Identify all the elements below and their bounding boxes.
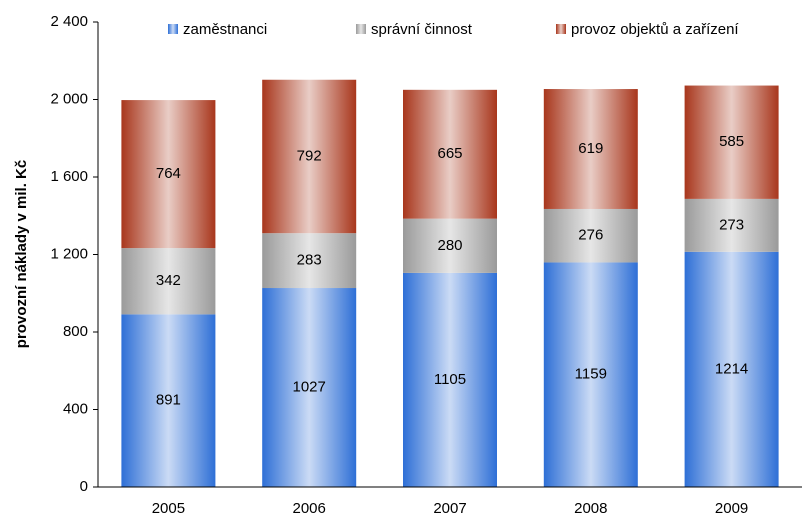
- y-tick-label: 800: [63, 323, 88, 340]
- x-tick-label: 2007: [433, 500, 466, 517]
- data-label: 1027: [293, 378, 326, 395]
- data-label: 764: [156, 165, 181, 182]
- y-tick-label: 0: [80, 478, 88, 495]
- data-label: 280: [437, 237, 462, 254]
- legend-label: správní činnost: [371, 21, 473, 38]
- bar-segment: [262, 288, 357, 487]
- data-label: 342: [156, 272, 181, 289]
- bar-segment: [684, 85, 779, 199]
- bar-segment: [121, 100, 216, 249]
- data-label: 585: [719, 133, 744, 150]
- y-tick-label: 400: [63, 400, 88, 417]
- data-label: 1214: [715, 360, 748, 377]
- legend-swatch: [356, 24, 366, 34]
- y-axis-title: provozní náklady v mil. Kč: [13, 160, 30, 348]
- data-label: 1159: [575, 366, 607, 383]
- data-label: 1105: [434, 371, 466, 388]
- bar-segment: [543, 262, 638, 487]
- data-label: 665: [437, 145, 462, 162]
- bar-segment: [121, 314, 216, 487]
- data-label: 619: [578, 140, 603, 157]
- x-tick-label: 2006: [293, 500, 326, 517]
- data-label: 891: [156, 392, 181, 409]
- y-tick-label: 2 000: [50, 90, 88, 107]
- data-label: 276: [578, 227, 603, 244]
- data-label: 792: [297, 147, 322, 164]
- bar-segment: [262, 233, 357, 289]
- y-tick-label: 2 400: [50, 13, 88, 30]
- y-tick-label: 1 200: [50, 245, 88, 262]
- x-tick-label: 2008: [574, 500, 607, 517]
- y-tick-label: 1 600: [50, 168, 88, 185]
- bar-segment: [543, 208, 638, 263]
- legend-label: zaměstnanci: [183, 21, 267, 38]
- bar-segment: [403, 89, 497, 219]
- bar-segment: [684, 251, 779, 487]
- bar-segment: [543, 89, 638, 209]
- legend-label: provoz objektů a zařízení: [571, 21, 739, 38]
- bar-segment: [684, 198, 779, 252]
- bar-segment: [121, 248, 216, 315]
- legend-swatch: [556, 24, 566, 34]
- data-label: 283: [297, 252, 322, 269]
- data-label: 273: [719, 216, 744, 233]
- x-tick-label: 2009: [715, 500, 748, 517]
- x-tick-label: 2005: [152, 500, 185, 517]
- legend-swatch: [168, 24, 178, 34]
- bar-segment: [403, 218, 497, 273]
- bar-segment: [262, 79, 357, 234]
- bar-segment: [403, 272, 497, 487]
